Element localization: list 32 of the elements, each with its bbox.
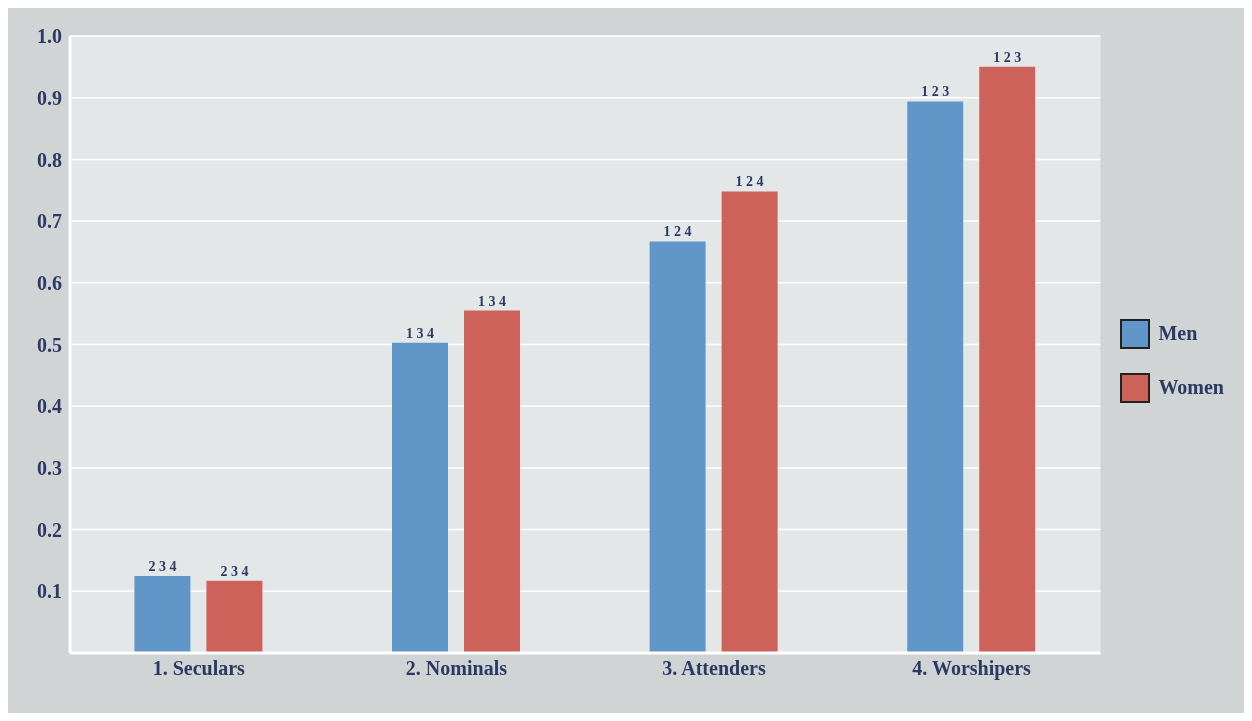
legend-label: Women: [1157, 375, 1224, 400]
y-tick-label: 0.6: [37, 271, 62, 294]
annotation: 1 2 3: [993, 49, 1022, 65]
bar: [907, 101, 964, 653]
annotation: 1 3 4: [478, 293, 507, 309]
annotation: 1 2 4: [663, 224, 692, 240]
y-tick-label: 0.4: [37, 395, 62, 418]
x-tick-label: 3. Attenders: [662, 657, 766, 680]
bar: [979, 66, 1036, 653]
x-tick-label: 4. Worshipers: [912, 657, 1032, 681]
annotation: 1 3 4: [406, 325, 435, 341]
legend-label: Men: [1157, 321, 1199, 346]
x-tick-label: 2. Nominals: [405, 657, 508, 680]
bar: [134, 575, 191, 653]
y-tick-label: 0.3: [37, 457, 62, 479]
bar: [649, 241, 706, 653]
bar: [392, 342, 449, 653]
x-tick-label: 1. Seculars: [152, 657, 246, 680]
annotation: 2 3 4: [220, 563, 249, 579]
y-tick-label: 0.7: [37, 210, 62, 233]
y-tick-label: 0.8: [37, 148, 62, 171]
bar: [206, 580, 263, 653]
y-tick-label: 0.5: [37, 333, 62, 356]
bar: [721, 191, 778, 653]
y-tick-label: 0.1: [37, 580, 62, 603]
y-tick-label: 0.2: [37, 518, 62, 541]
annotation: 2 3 4: [148, 558, 177, 574]
bar: [464, 310, 521, 653]
annotation: 1 2 4: [735, 174, 764, 190]
y-tick-label: 1.0: [37, 25, 62, 48]
annotation: 1 2 3: [921, 84, 950, 100]
y-tick-label: 0.9: [37, 86, 62, 109]
